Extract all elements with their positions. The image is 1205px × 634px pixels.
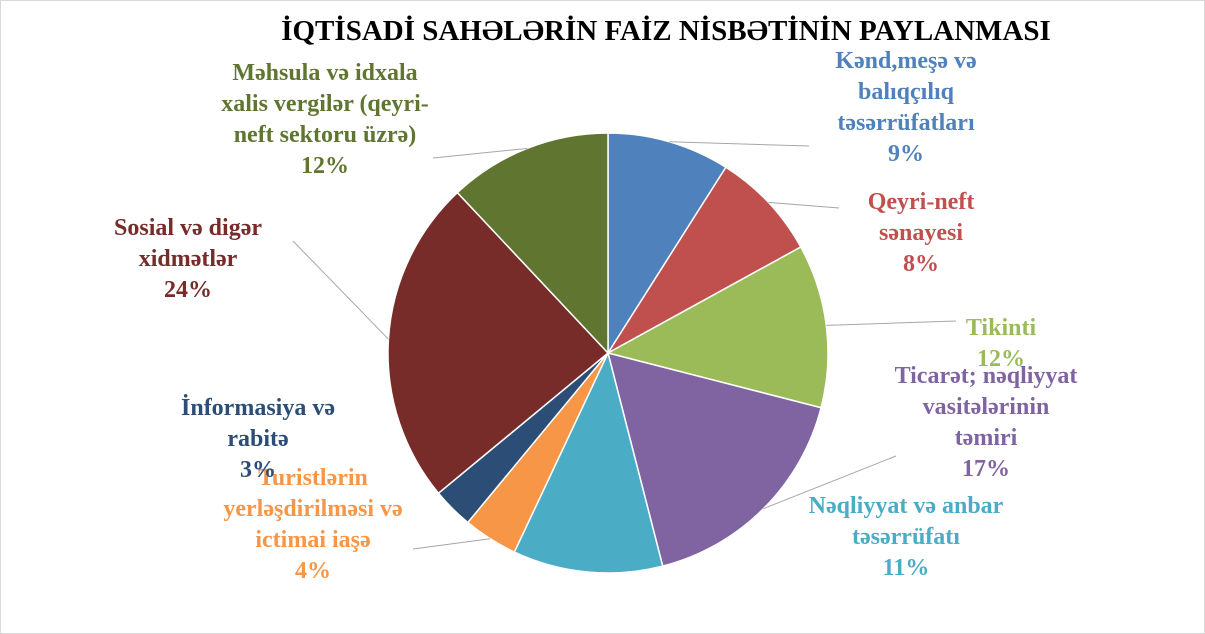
slice-label: Qeyri-neft sənayesi 8% [836, 187, 1006, 280]
category-label: İnformasiya və rabitə [181, 395, 335, 452]
value-label: 24% [164, 277, 212, 303]
leader-line [292, 240, 389, 340]
pie-slice [607, 166, 802, 354]
category-label: Turistlərin yerləşdirilməsi və ictimai i… [223, 465, 403, 553]
leader-line [669, 141, 810, 147]
category-label: Qeyri-neft sənayesi [867, 189, 975, 246]
slice-label: Sosial və digər xidmətlər 24% [78, 213, 298, 306]
category-label: Sosial və digər xidmətlər [114, 215, 262, 272]
slice-label: Ticarət; nəqliyyat vasitələrinin təmiri 1… [891, 361, 1081, 485]
pie-slice [607, 132, 727, 356]
pie-slice [513, 350, 664, 574]
value-label: 9% [888, 141, 924, 167]
slice-label: Məhsula və idxala xalis vergilər (qeyri-… [210, 58, 440, 182]
value-label: 12% [977, 346, 1025, 372]
pie-slice [456, 132, 609, 355]
slice-label: Turistlərin yerləşdirilməsi və ictimai i… [203, 463, 423, 587]
slice-label: Kənd,meşə və balıqçılıq təsərrüfatları 9% [801, 46, 1011, 170]
leader-line [763, 455, 897, 510]
category-label: Nəqliyyat və anbar təsərrüfatı [808, 493, 1004, 550]
leader-line [412, 538, 491, 550]
category-label: Məhsula və idxala xalis vergilər (qeyri-… [221, 60, 429, 148]
leader-line [826, 320, 957, 326]
pie-slice [606, 351, 823, 568]
slice-label: Tikinti 12% [941, 313, 1061, 375]
leader-line [432, 147, 528, 159]
pie-slice [387, 191, 610, 495]
value-label: 17% [962, 456, 1010, 482]
leader-line [768, 201, 840, 209]
slice-label: Nəqliyyat və anbar təsərrüfatı 11% [806, 491, 1006, 584]
value-label: 12% [301, 153, 349, 179]
value-label: 4% [295, 558, 331, 584]
category-label: Tikinti [965, 315, 1037, 341]
slice-label: İnformasiya və rabitə 3% [148, 393, 368, 486]
pie-slice [605, 245, 829, 409]
value-label: 11% [882, 555, 930, 581]
value-label: 8% [903, 251, 939, 277]
value-label: 3% [240, 457, 276, 483]
chart-title: İQTİSADİ SAHƏLƏRİN FAİZ NİSBƏTİNİN PAYLA… [281, 15, 1051, 47]
category-label: Kənd,meşə və balıqçılıq təsərrüfatları [835, 48, 977, 136]
category-label: Ticarət; nəqliyyat vasitələrinin təmiri [894, 363, 1078, 451]
